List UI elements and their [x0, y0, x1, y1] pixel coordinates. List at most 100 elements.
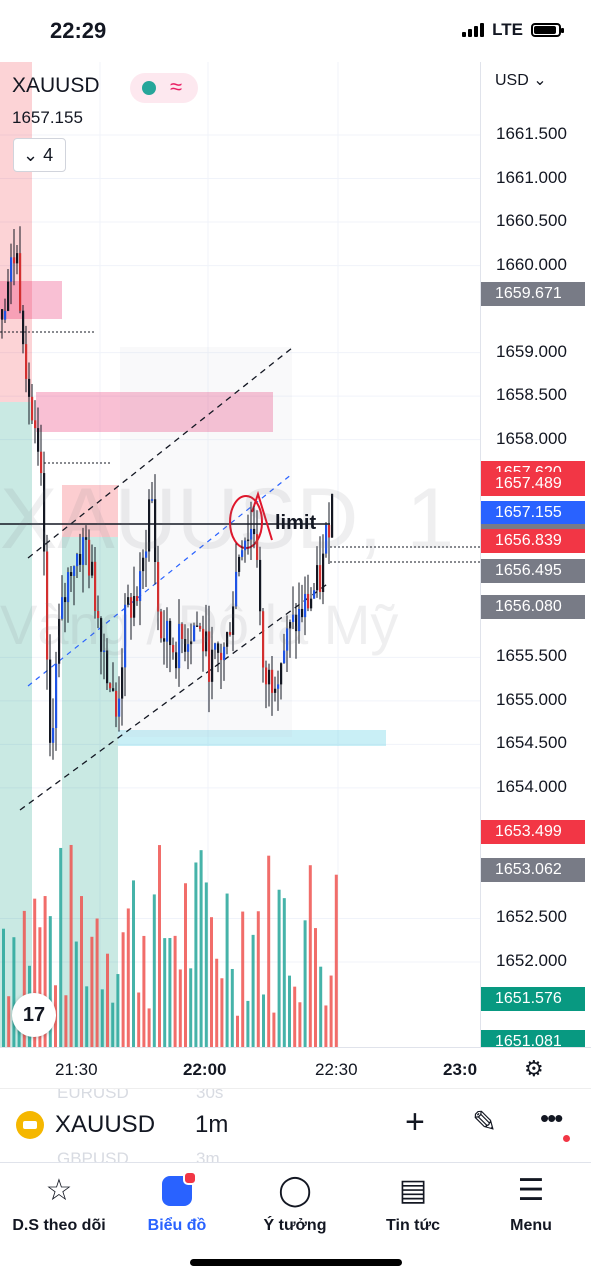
candle-body [310, 598, 313, 609]
time-axis-label: 23:0 [443, 1060, 478, 1079]
candle-body [145, 551, 148, 558]
volume-bar [38, 927, 42, 1047]
candle-body [205, 631, 208, 652]
candlestick-chart[interactable] [0, 62, 480, 1047]
price-axis-label: 1658.500 [496, 385, 567, 405]
volume-bar [95, 918, 99, 1047]
candle-body [91, 561, 94, 576]
price-axis-label: 1652.500 [496, 907, 567, 927]
tradingview-logo-icon[interactable]: 17 [12, 993, 56, 1037]
candle-body [130, 597, 133, 618]
chevron-down-icon: ⌄ [23, 145, 39, 165]
volume-bar [64, 995, 68, 1047]
candle-body [115, 690, 118, 717]
bottom-navigation: ☆ D.S theo dõi Biểu đồ ◯ Ý tưởng ▤ Tin t… [0, 1162, 591, 1281]
chart-pane[interactable]: XAUUSD, 1 Vàng / Đô la Mỹ [0, 62, 480, 1047]
candle-body [157, 561, 160, 612]
indicator-count: 4 [43, 145, 54, 165]
candle-body [175, 652, 178, 669]
candle-body [196, 625, 199, 627]
time-axis-label: 22:30 [315, 1060, 358, 1079]
ghost-symbol: EURUSD [57, 1088, 129, 1102]
candle-body [34, 420, 37, 429]
candle-body [262, 611, 265, 668]
nav-news[interactable]: ▤ Tin tức [354, 1171, 472, 1235]
volume-bar [308, 865, 312, 1047]
market-status-pill[interactable]: ≈ [130, 73, 198, 103]
candle-body [31, 396, 34, 421]
candle-body [49, 659, 52, 743]
channel-mid-line [27, 473, 293, 687]
candle-body [40, 451, 43, 474]
volume-bar [282, 898, 286, 1047]
nav-watchlist[interactable]: ☆ D.S theo dõi [0, 1171, 118, 1235]
nav-chart[interactable]: Biểu đồ [118, 1171, 236, 1235]
candle-body [208, 631, 211, 682]
candle-body [124, 604, 127, 668]
volume-bar [121, 932, 125, 1047]
candle-body [151, 499, 154, 501]
volume-bar [329, 975, 333, 1047]
interval-picker[interactable]: 1m [195, 1111, 229, 1138]
volume-bar [303, 920, 307, 1047]
candle-body [100, 618, 103, 652]
candle-body [73, 566, 76, 576]
chart-symbol-name[interactable]: XAUUSD [12, 74, 100, 97]
price-tag: 1651.576 [481, 986, 585, 1011]
volume-bar [319, 966, 323, 1047]
candle-body [286, 628, 289, 651]
chevron-down-icon: ⌄ [533, 72, 547, 89]
indicators-toggle-button[interactable]: ⌄ 4 [13, 138, 66, 172]
volume-bar [241, 911, 245, 1047]
volume-bar [184, 883, 187, 1047]
candle-body [154, 499, 157, 562]
chart-icon [162, 1171, 197, 1206]
price-axis-label: 1654.500 [496, 733, 567, 753]
price-axis-label: 1658.000 [496, 428, 567, 448]
candle-body [88, 539, 91, 576]
currency-selector[interactable]: USD ⌄ [495, 72, 547, 89]
market-open-icon [142, 81, 156, 95]
ghost-interval: 3m [196, 1149, 220, 1163]
volume-bar [152, 894, 156, 1047]
time-axis[interactable]: ⚙ 21:30 22:00 22:30 23:0 [0, 1047, 591, 1088]
candle-body [277, 684, 280, 689]
symbol-picker[interactable]: XAUUSD [55, 1111, 156, 1138]
chart-settings-icon[interactable]: ⚙ [524, 1056, 544, 1081]
volume-bar [69, 844, 73, 1047]
candle-body [217, 643, 220, 653]
price-axis-label: 1655.000 [496, 689, 567, 709]
volume-bar [48, 916, 52, 1047]
candle-body [127, 597, 130, 605]
volume-bar [173, 935, 177, 1047]
volume-bar [267, 855, 271, 1047]
more-icon[interactable]: ••• [540, 1103, 563, 1133]
price-axis-label: 1661.500 [496, 124, 567, 143]
hamburger-icon: ☰ [517, 1174, 545, 1207]
price-tag: 1653.499 [481, 819, 585, 844]
volume-bar [277, 889, 281, 1047]
candle-body [316, 565, 319, 591]
drawing-tools-icon[interactable]: ✎ [472, 1106, 498, 1139]
add-icon[interactable]: + [405, 1103, 425, 1141]
price-axis[interactable]: USD ⌄ 1661.500 1661.000 1660.500 1660.000 16… [480, 62, 591, 1047]
candle-body [82, 537, 85, 565]
demand-zone [0, 402, 32, 1047]
nav-menu[interactable]: ☰ Menu [472, 1171, 590, 1235]
candle-body [301, 608, 304, 618]
candle-body [25, 344, 28, 379]
candle-body [28, 378, 31, 397]
gold-icon [16, 1111, 44, 1139]
candle-body [304, 593, 307, 618]
volume-bar [298, 1002, 302, 1047]
candle-body [331, 493, 334, 538]
volume-bar [246, 1000, 250, 1047]
candle-body [253, 528, 256, 535]
candle-body [37, 428, 40, 452]
candle-body [178, 623, 181, 669]
volume-bar [163, 938, 167, 1047]
candle-body [259, 559, 262, 612]
candle-body [76, 553, 79, 567]
volume-bar [106, 953, 109, 1047]
nav-ideas[interactable]: ◯ Ý tưởng [236, 1171, 354, 1235]
